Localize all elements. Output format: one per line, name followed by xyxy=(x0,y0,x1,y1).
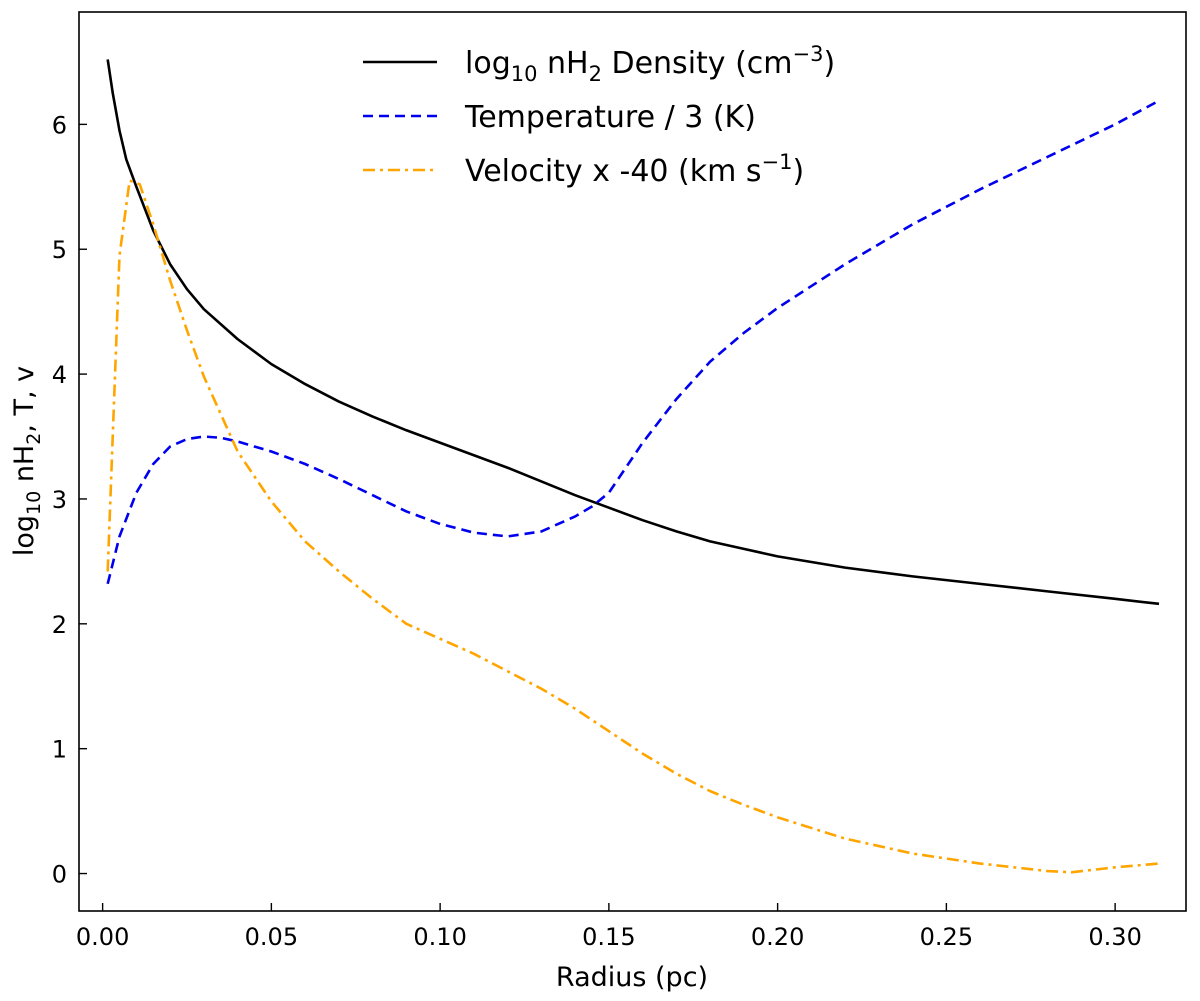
legend-label-part: −1 xyxy=(762,150,793,174)
legend-label-part: −3 xyxy=(793,42,824,66)
series-line-velocity xyxy=(106,179,1160,874)
x-tick-label: 0.25 xyxy=(920,923,973,951)
y-axis-label-sub: 10 xyxy=(23,491,45,515)
y-tick-label: 2 xyxy=(52,611,67,639)
legend-label-part: log xyxy=(465,46,511,81)
y-tick-label: 4 xyxy=(52,361,67,389)
y-axis: 0 1 2 3 4 5 6 xyxy=(52,111,87,889)
y-axis-label-mid: nH xyxy=(9,445,40,491)
legend-label-part: Temperature / 3 (K) xyxy=(464,100,756,135)
legend-label-part: ) xyxy=(823,46,835,81)
y-axis-label: log10 nH2, T, v xyxy=(9,366,45,556)
legend-label-part: Velocity x -40 (km s xyxy=(465,154,762,189)
legend-label-part: 10 xyxy=(511,62,538,86)
y-axis-label-log: log xyxy=(9,515,40,556)
y-axis-label-sub2: 2 xyxy=(23,433,45,445)
y-tick-label: 6 xyxy=(52,111,67,139)
x-axis: 0.00 0.05 0.10 0.15 0.20 0.25 0.30 xyxy=(76,903,1142,951)
x-axis-label: Radius (pc) xyxy=(556,962,708,993)
legend-label-density: log10 nH2 Density (cm−3) xyxy=(465,42,835,86)
x-tick-label: 0.10 xyxy=(413,923,466,951)
x-tick-label: 0.20 xyxy=(751,923,804,951)
series-line-density xyxy=(106,59,1160,606)
x-tick-label: 0.00 xyxy=(76,923,129,951)
series-layer xyxy=(106,59,1160,874)
legend-label-part: nH xyxy=(537,46,588,81)
y-tick-label: 0 xyxy=(52,861,67,889)
x-tick-label: 0.05 xyxy=(245,923,298,951)
legend-label-part: 2 xyxy=(589,62,602,86)
y-tick-label: 1 xyxy=(52,736,67,764)
plot-frame xyxy=(78,11,1187,912)
legend: log10 nH2 Density (cm−3) Temperature / 3 … xyxy=(363,42,835,189)
legend-label-temperature: Temperature / 3 (K) xyxy=(464,100,756,135)
legend-label-part: Density (cm xyxy=(602,46,793,81)
legend-label-part: ) xyxy=(792,154,804,189)
y-tick-label: 3 xyxy=(52,486,67,514)
x-tick-label: 0.30 xyxy=(1088,923,1141,951)
legend-label-velocity: Velocity x -40 (km s−1) xyxy=(465,150,804,189)
y-axis-label-suffix: , T, v xyxy=(9,366,40,433)
x-tick-label: 0.15 xyxy=(582,923,635,951)
y-tick-label: 5 xyxy=(52,236,67,264)
